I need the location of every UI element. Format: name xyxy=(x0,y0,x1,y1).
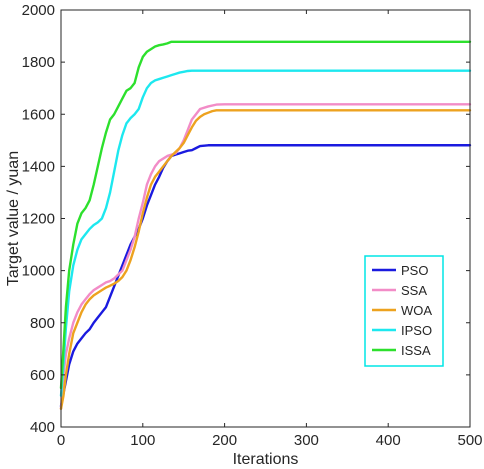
x-tick-label: 500 xyxy=(457,432,482,449)
series-line-ipso xyxy=(59,69,472,397)
x-tick-label: 100 xyxy=(130,432,155,449)
y-tick-label: 1400 xyxy=(22,158,55,175)
legend-label-ipso: IPSO xyxy=(401,323,432,338)
x-tick-label: 200 xyxy=(212,432,237,449)
y-tick-label: 1600 xyxy=(22,106,55,123)
y-tick-label: 400 xyxy=(30,419,55,436)
x-axis-title: Iterations xyxy=(233,451,299,468)
legend-label-woa: WOA xyxy=(401,303,432,318)
y-tick-label: 1000 xyxy=(22,263,55,280)
legend: PSO SSA WOA IPSO ISSA xyxy=(364,255,444,367)
x-tick-label: 0 xyxy=(57,432,65,449)
series-line-ssa xyxy=(59,103,472,410)
y-tick-label: 600 xyxy=(30,367,55,384)
x-tick-label: 400 xyxy=(376,432,401,449)
y-tick-label: 1200 xyxy=(22,211,55,228)
series-line-issa xyxy=(59,40,472,390)
ticks-layer: 0 100 200 300 400 500 400 600 800 1000 1200 1400 160… xyxy=(22,2,483,449)
y-axis-title: Target value / yuan xyxy=(5,151,22,286)
legend-label-ssa: SSA xyxy=(401,283,427,298)
legend-label-issa: ISSA xyxy=(401,343,431,358)
series-line-woa xyxy=(59,109,472,410)
legend-label-pso: PSO xyxy=(401,263,428,278)
y-tick-label: 1800 xyxy=(22,54,55,71)
series-layer xyxy=(59,40,472,410)
x-tick-label: 300 xyxy=(294,432,319,449)
y-tick-label: 800 xyxy=(30,315,55,332)
y-tick-label: 2000 xyxy=(22,2,55,19)
